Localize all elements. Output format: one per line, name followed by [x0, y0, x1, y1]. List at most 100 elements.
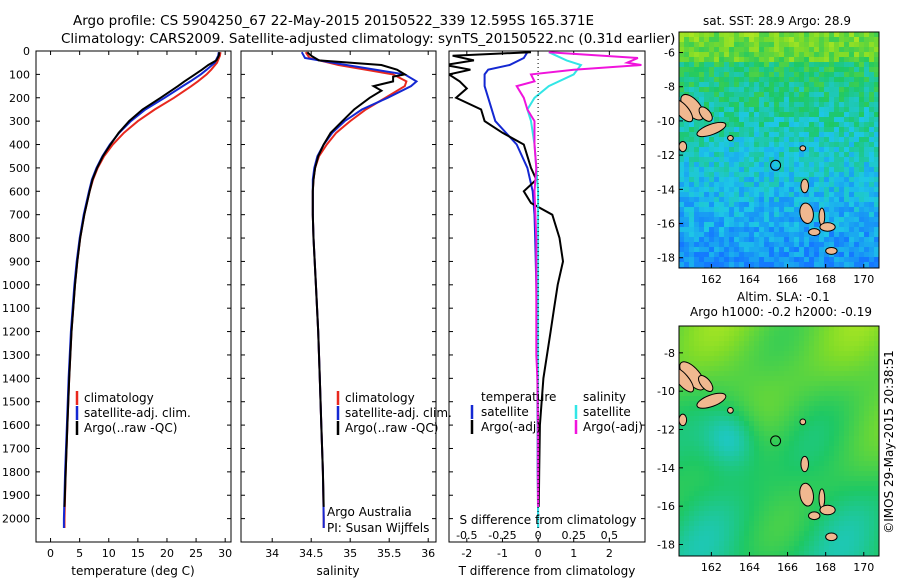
map-cell — [744, 356, 750, 362]
map-cell — [829, 476, 835, 482]
map-cell — [839, 117, 845, 123]
map-cell — [694, 222, 700, 228]
depth-tick-label: 1600 — [2, 419, 30, 432]
map-cell — [759, 481, 765, 487]
map-cell — [704, 491, 710, 497]
map-cell — [859, 501, 865, 507]
difference-legend: temperature satellite Argo(-adj) salinit… — [470, 390, 643, 434]
map-cell — [829, 217, 835, 223]
map-cell — [749, 122, 755, 128]
map-cell — [829, 82, 835, 88]
map-cell — [809, 102, 815, 108]
map-cell — [829, 132, 835, 138]
map-cell — [809, 92, 815, 98]
map-cell — [874, 122, 879, 128]
map-cell — [814, 391, 820, 397]
map-cell — [859, 506, 865, 512]
map-cell — [854, 142, 860, 148]
map-cell — [804, 132, 810, 138]
map-cell — [834, 326, 840, 332]
map-cell — [784, 331, 790, 337]
map-cell — [709, 252, 715, 258]
map-cell — [779, 237, 785, 243]
map-cell — [849, 516, 855, 522]
map-cell — [849, 501, 855, 507]
map-cell — [739, 57, 745, 63]
map-cell — [874, 157, 879, 163]
map-cell — [719, 112, 725, 118]
map-cell — [809, 62, 815, 68]
map-cell — [839, 92, 845, 98]
map-cell — [704, 371, 710, 377]
map-cell — [794, 57, 800, 63]
map-cell — [724, 536, 730, 542]
map-cell — [724, 127, 730, 133]
map-cell — [819, 361, 825, 367]
map-cell — [794, 536, 800, 542]
map-cell — [779, 401, 785, 407]
map-cell — [834, 177, 840, 183]
map-cell — [864, 42, 870, 48]
depth-tick-label: 1900 — [2, 489, 30, 502]
map-cell — [829, 97, 835, 103]
map-cell — [869, 127, 875, 133]
map-cell — [809, 202, 815, 208]
map-cell — [704, 172, 710, 178]
map-cell — [839, 546, 845, 552]
map-cell — [754, 202, 760, 208]
map-cell — [849, 436, 855, 442]
map-cell — [804, 107, 810, 113]
map-cell — [734, 227, 740, 233]
map-cell — [719, 102, 725, 108]
map-cell — [694, 147, 700, 153]
map-cell — [804, 416, 810, 422]
map-cell — [834, 396, 840, 402]
map-cell — [794, 242, 800, 248]
map-cell — [744, 77, 750, 83]
map-cell — [864, 102, 870, 108]
map-cell — [874, 137, 879, 143]
island — [800, 178, 810, 194]
map-cell — [774, 486, 780, 492]
map-cell — [849, 406, 855, 412]
map-cell — [739, 466, 745, 472]
map-cell — [819, 396, 825, 402]
map-cell — [729, 426, 735, 432]
map-cell — [784, 366, 790, 372]
map-cell — [869, 192, 875, 198]
map-cell — [754, 361, 760, 367]
map-cell — [819, 346, 825, 352]
map-cell — [689, 481, 695, 487]
map-cell — [739, 376, 745, 382]
map-cell — [849, 72, 855, 78]
map-cell — [759, 406, 765, 412]
map-cell — [824, 541, 830, 547]
map-cell — [684, 162, 690, 168]
map-cell — [719, 381, 725, 387]
map-cell — [769, 531, 775, 537]
map-cell — [749, 361, 755, 367]
map-cell — [839, 202, 845, 208]
map-cell — [814, 351, 820, 357]
map-cell — [684, 77, 690, 83]
map-cell — [729, 47, 735, 53]
map-cell — [764, 257, 770, 263]
map-cell — [759, 521, 765, 527]
map-cell — [739, 471, 745, 477]
map-cell — [754, 97, 760, 103]
map-cell — [789, 536, 795, 542]
depth-tick-label: 200 — [9, 92, 30, 105]
map-cell — [739, 486, 745, 492]
map-cell — [789, 157, 795, 163]
map-cell — [694, 152, 700, 158]
map-cell — [754, 217, 760, 223]
map-cell — [814, 336, 820, 342]
map-cell — [719, 177, 725, 183]
map-cell — [864, 521, 870, 527]
map-cell — [759, 396, 765, 402]
map-cell — [759, 336, 765, 342]
map-cell — [809, 137, 815, 143]
map-cell — [759, 52, 765, 58]
map-cell — [839, 351, 845, 357]
map-cell — [699, 411, 705, 417]
